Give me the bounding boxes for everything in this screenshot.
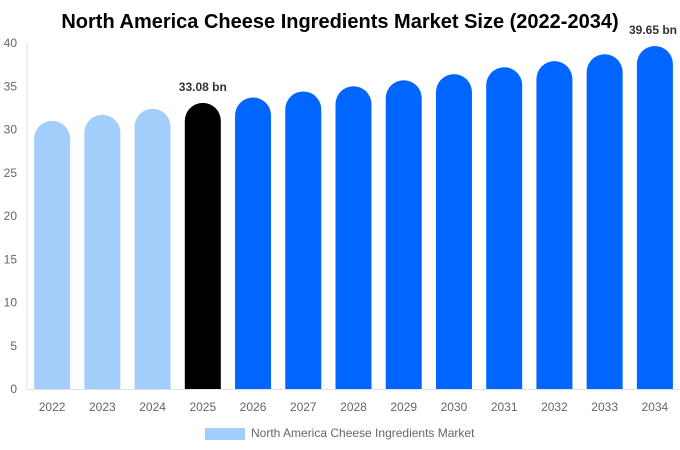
bar-2027[interactable]	[285, 91, 322, 390]
x-tick-label: 2030	[441, 400, 468, 414]
y-tick-label: 30	[4, 123, 18, 137]
x-tick-label: 2022	[39, 400, 66, 414]
bar-2026[interactable]	[235, 97, 272, 390]
bar-2028[interactable]	[335, 86, 372, 389]
x-tick-label: 2029	[390, 400, 417, 414]
y-tick-label: 25	[4, 166, 18, 180]
bar-2029[interactable]	[385, 80, 422, 389]
y-tick-label: 10	[4, 296, 18, 310]
y-tick-label: 5	[10, 339, 17, 353]
y-tick-label: 20	[4, 209, 18, 223]
bar-2033[interactable]	[586, 54, 623, 390]
x-tick-label: 2031	[491, 400, 518, 414]
x-tick-label: 2032	[541, 400, 568, 414]
chart-title: North America Cheese Ingredients Market …	[61, 11, 618, 33]
legend[interactable]: North America Cheese Ingredients Market	[205, 426, 475, 440]
bar-2030[interactable]	[435, 74, 472, 389]
bar-2024[interactable]	[134, 108, 171, 390]
bar-2022[interactable]	[34, 120, 71, 390]
y-tick-label: 0	[10, 382, 17, 396]
x-axis: 2022 2023 2024 2025 2026 2027 2028 2029 2030 2031…	[27, 389, 680, 414]
legend-swatch	[205, 428, 245, 440]
x-tick-label: 2025	[189, 400, 216, 414]
x-tick-label: 2034	[642, 400, 669, 414]
x-tick-label: 2024	[139, 400, 166, 414]
bar-2032[interactable]	[536, 61, 573, 389]
y-tick-label: 40	[4, 36, 18, 50]
bar-2034[interactable]	[636, 46, 673, 389]
x-tick-label: 2027	[290, 400, 317, 414]
bar-2031[interactable]	[486, 67, 523, 389]
bar-2025[interactable]	[184, 102, 221, 389]
legend-label: North America Cheese Ingredients Market	[251, 426, 475, 440]
x-tick-label: 2026	[240, 400, 267, 414]
y-tick-label: 35	[4, 79, 18, 93]
x-tick-label: 2033	[591, 400, 618, 414]
data-label: 39.65 bn	[629, 23, 677, 37]
y-axis: 0 5 10 15 20 25 30 35 40	[4, 36, 28, 396]
x-tick-label: 2023	[89, 400, 116, 414]
data-labels: 33.08 bn 39.65 bn	[179, 23, 677, 94]
x-tick-label: 2028	[340, 400, 367, 414]
data-label: 33.08 bn	[179, 80, 227, 94]
y-tick-label: 15	[4, 252, 18, 266]
bar-2023[interactable]	[84, 114, 121, 390]
bars	[34, 46, 673, 390]
